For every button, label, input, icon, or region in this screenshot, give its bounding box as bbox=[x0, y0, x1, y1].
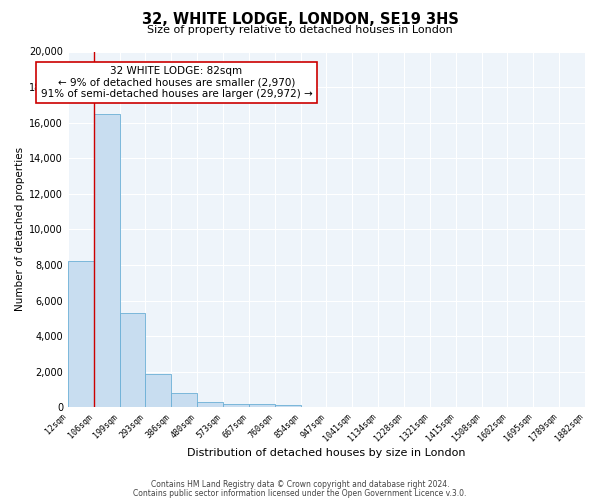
Bar bbox=[275, 405, 301, 407]
X-axis label: Distribution of detached houses by size in London: Distribution of detached houses by size … bbox=[187, 448, 466, 458]
Text: 32, WHITE LODGE, LONDON, SE19 3HS: 32, WHITE LODGE, LONDON, SE19 3HS bbox=[142, 12, 458, 28]
Bar bbox=[223, 404, 249, 407]
Bar bbox=[94, 114, 119, 408]
Text: Size of property relative to detached houses in London: Size of property relative to detached ho… bbox=[147, 25, 453, 35]
Text: Contains HM Land Registry data © Crown copyright and database right 2024.: Contains HM Land Registry data © Crown c… bbox=[151, 480, 449, 489]
Bar bbox=[145, 374, 172, 408]
Bar bbox=[119, 313, 145, 408]
Bar bbox=[68, 262, 94, 408]
Text: 32 WHITE LODGE: 82sqm
← 9% of detached houses are smaller (2,970)
91% of semi-de: 32 WHITE LODGE: 82sqm ← 9% of detached h… bbox=[41, 66, 313, 99]
Bar bbox=[172, 393, 197, 407]
Bar bbox=[249, 404, 275, 407]
Text: Contains public sector information licensed under the Open Government Licence v.: Contains public sector information licen… bbox=[133, 488, 467, 498]
Y-axis label: Number of detached properties: Number of detached properties bbox=[15, 148, 25, 312]
Bar bbox=[197, 402, 223, 407]
